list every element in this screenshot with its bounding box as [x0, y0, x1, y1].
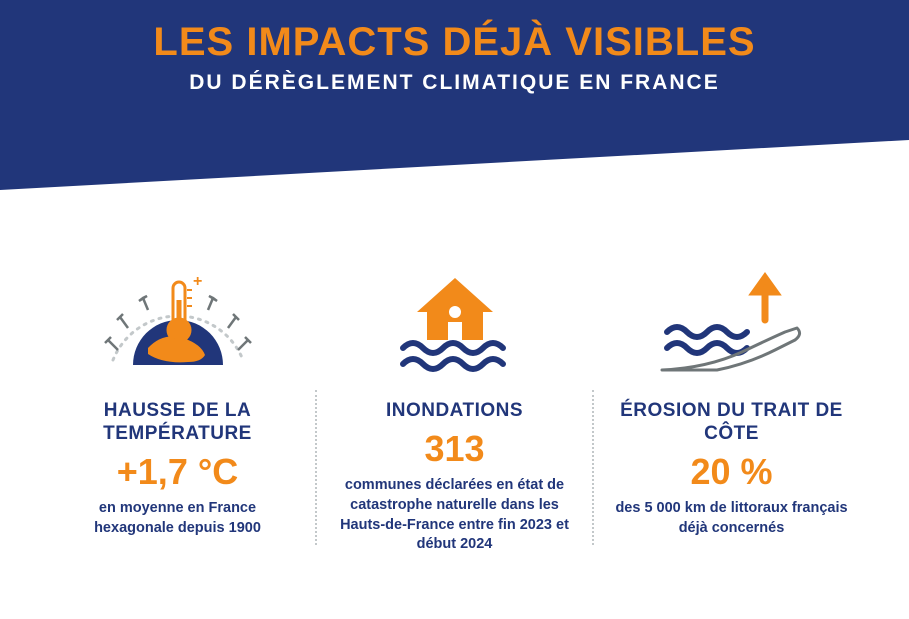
card-description: des 5 000 km de littoraux français déjà … [612, 499, 851, 538]
card-erosion: ÉROSION DU TRAIT DE CÔTE 20 % des 5 000 … [594, 270, 869, 555]
cards-row: + HAUSSE DE LA TEMPÉRATURE +1,7 °C en mo… [0, 200, 909, 555]
card-description: communes déclarées en état de catastroph… [335, 476, 574, 554]
svg-text:+: + [193, 273, 202, 290]
flooded-house-icon [385, 270, 525, 380]
card-stat: 313 [424, 429, 484, 469]
card-description: en moyenne en France hexagonale depuis 1… [58, 499, 297, 538]
card-temperature: + HAUSSE DE LA TEMPÉRATURE +1,7 °C en mo… [40, 270, 315, 555]
banner-title: LES IMPACTS DÉJÀ VISIBLES [0, 20, 909, 65]
thermometer-globe-icon: + [93, 270, 263, 380]
card-heading: ÉROSION DU TRAIT DE CÔTE [612, 400, 851, 446]
card-stat: +1,7 °C [117, 452, 238, 492]
coast-erosion-icon [647, 270, 817, 380]
card-heading: HAUSSE DE LA TEMPÉRATURE [58, 400, 297, 446]
banner-subtitle: DU DÉRÈGLEMENT CLIMATIQUE EN FRANCE [0, 71, 909, 95]
card-stat: 20 % [690, 452, 772, 492]
banner-text-block: LES IMPACTS DÉJÀ VISIBLES DU DÉRÈGLEMENT… [0, 20, 909, 95]
banner-header: LES IMPACTS DÉJÀ VISIBLES DU DÉRÈGLEMENT… [0, 0, 909, 200]
card-heading: INONDATIONS [386, 400, 523, 423]
card-inondations: INONDATIONS 313 communes déclarées en ét… [317, 270, 592, 555]
